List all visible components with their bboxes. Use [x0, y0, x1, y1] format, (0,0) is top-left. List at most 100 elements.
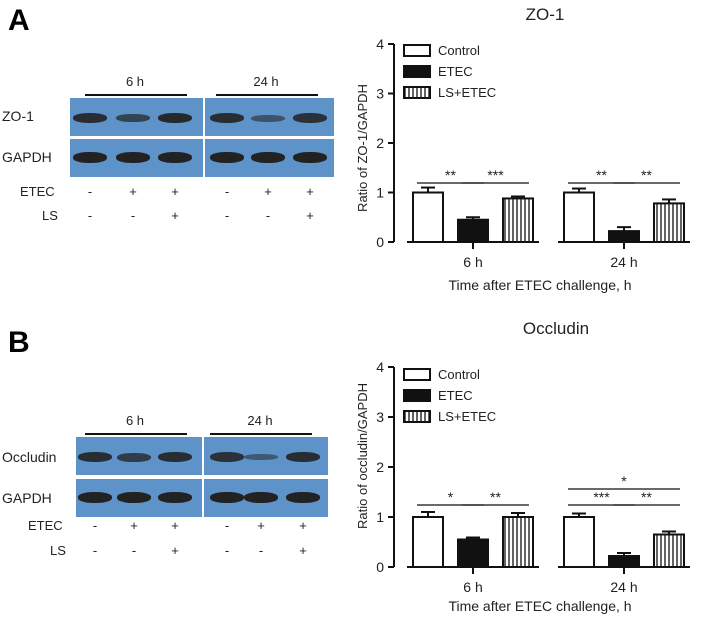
legend-swatch — [403, 86, 431, 99]
row-label-zo1: ZO-1 — [2, 108, 34, 124]
etec-sign: - — [224, 518, 230, 533]
y-tick-label: 0 — [376, 559, 384, 575]
panel-letter-a: A — [8, 4, 30, 37]
zo1-bar-chart: ZO-1 Ratio of ZO-1/GAPDH Time after ETEC… — [355, 5, 690, 293]
blot-band — [117, 452, 151, 462]
bar — [653, 533, 685, 568]
bar — [653, 202, 685, 243]
etec-sign: + — [306, 184, 314, 199]
significance-label: * — [621, 473, 627, 489]
blot-band — [78, 491, 112, 503]
cond-label-etec: ETEC — [28, 518, 63, 533]
y-tick-label: 1 — [376, 185, 384, 201]
y-axis-label: Ratio of occludin/GAPDH — [355, 383, 370, 529]
significance-label: * — [448, 489, 454, 505]
ls-sign: - — [224, 543, 230, 558]
bar — [608, 230, 640, 244]
legend-swatch — [403, 410, 431, 423]
ls-sign: - — [265, 208, 271, 223]
etec-sign: + — [129, 184, 137, 199]
x-tick-label: 6 h — [463, 579, 482, 595]
etec-sign: + — [257, 518, 265, 533]
time-label-24h: 24 h — [253, 74, 279, 89]
blot-band — [210, 491, 244, 503]
significance-label: ** — [596, 167, 607, 183]
blot-band — [210, 113, 244, 123]
etec-sign: - — [87, 184, 93, 199]
significance-label: *** — [487, 167, 504, 183]
y-axis-label: Ratio of ZO-1/GAPDH — [355, 84, 370, 212]
time-label-6h: 6 h — [125, 413, 145, 428]
ls-sign: - — [258, 543, 264, 558]
legend-swatch — [403, 44, 431, 57]
blot-band — [210, 452, 244, 462]
blot-band — [244, 491, 278, 503]
ls-sign: - — [92, 543, 98, 558]
etec-sign: + — [171, 518, 179, 533]
y-tick-label: 3 — [376, 86, 384, 102]
y-tick-label: 3 — [376, 409, 384, 425]
blot-band — [116, 151, 150, 163]
ls-sign: + — [299, 543, 307, 558]
blot-band — [286, 452, 320, 462]
blot-band — [158, 151, 192, 163]
blot-band — [210, 151, 244, 163]
ls-sign: + — [171, 543, 179, 558]
x-axis-label: Time after ETEC challenge, h — [448, 598, 631, 614]
ls-sign: - — [87, 208, 93, 223]
blot-band — [73, 113, 107, 123]
blot-band — [293, 151, 327, 163]
legend-label: LS+ETEC — [438, 409, 496, 424]
x-axis-label: Time after ETEC challenge, h — [448, 277, 631, 293]
significance-label: *** — [593, 489, 610, 505]
blot-band — [158, 452, 192, 462]
cond-label-ls: LS — [42, 208, 58, 223]
chart-title: ZO-1 — [526, 5, 565, 24]
y-tick-label: 4 — [376, 36, 384, 52]
time-label-24h: 24 h — [247, 413, 273, 428]
significance-label: ** — [641, 167, 652, 183]
significance-label: ** — [490, 489, 501, 505]
occludin-bar-chart: Occludin Ratio of occludin/GAPDH Time af… — [355, 319, 690, 614]
row-label-gapdh: GAPDH — [2, 149, 52, 165]
blot-band — [78, 452, 112, 462]
blot-band — [251, 114, 285, 122]
bar — [412, 516, 444, 568]
bar — [563, 516, 595, 568]
cond-label-ls: LS — [50, 543, 66, 558]
blot-band — [117, 491, 151, 503]
etec-sign: + — [299, 518, 307, 533]
time-label-6h: 6 h — [125, 74, 145, 89]
etec-sign: - — [92, 518, 98, 533]
legend-label: Control — [438, 367, 480, 382]
y-tick-label: 2 — [376, 459, 384, 475]
blot-band — [116, 114, 150, 122]
row-label-occludin: Occludin — [2, 449, 57, 465]
legend-label: ETEC — [438, 388, 473, 403]
y-tick-label: 1 — [376, 509, 384, 525]
x-tick-label: 6 h — [463, 254, 482, 270]
blot-band — [158, 113, 192, 123]
blot-band — [293, 113, 327, 123]
legend-label: LS+ETEC — [438, 85, 496, 100]
ls-sign: - — [130, 208, 136, 223]
bar — [563, 191, 595, 243]
x-tick-label: 24 h — [610, 254, 637, 270]
y-tick-label: 0 — [376, 234, 384, 250]
legend-swatch — [403, 368, 431, 381]
etec-sign: - — [224, 184, 230, 199]
legend-label: Control — [438, 43, 480, 58]
y-tick-label: 4 — [376, 359, 384, 375]
etec-sign: + — [264, 184, 272, 199]
blot-band — [73, 151, 107, 163]
blot-band — [251, 151, 285, 163]
bar — [502, 516, 534, 568]
blot-band — [244, 454, 278, 460]
panel-letter-b: B — [8, 326, 30, 359]
significance-label: ** — [445, 167, 456, 183]
significance-label: ** — [641, 489, 652, 505]
y-tick-label: 2 — [376, 135, 384, 151]
legend-swatch — [403, 65, 431, 78]
